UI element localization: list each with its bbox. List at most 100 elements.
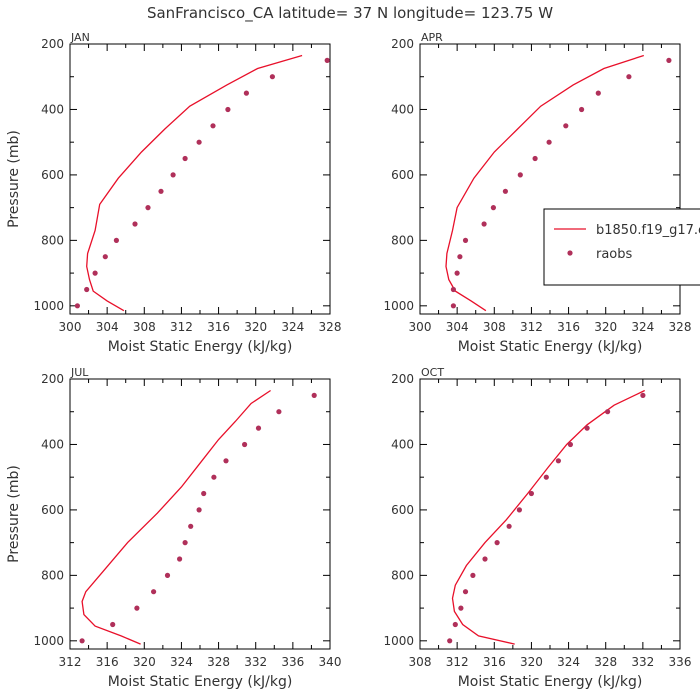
raobs-point [502,188,508,194]
raobs-point [579,106,585,113]
panels: JAN 300 304 308 312 316 320 324 328 200 400 600 800 1… [6,31,700,690]
raobs-point [532,155,538,162]
raobs-point [170,172,176,178]
raobs-point [196,507,202,513]
raobs-point [110,621,116,628]
model-series-line [86,54,303,312]
x-axis-label: Moist Static Energy (kJ/kg) [108,674,293,690]
y-tick-label: 200 [391,37,414,51]
y-tick-label: 200 [41,372,64,386]
y-tick-label: 600 [391,168,414,182]
raobs-point [211,474,217,480]
raobs-point [567,441,574,448]
raobs-point [113,237,119,243]
x-axis-label: Moist Static Energy (kJ/kg) [458,674,643,690]
panel-label: JAN [70,31,90,44]
raobs-point [494,540,500,546]
raobs-point [481,221,487,227]
raobs-point [490,205,496,211]
raobs-point [452,621,458,628]
raobs-point [447,638,453,644]
raobs-point [196,139,202,145]
raobs-point [516,507,523,513]
raobs-point [605,409,611,415]
y-tick-label: 200 [391,372,414,386]
x-tick-label: 332 [631,655,654,669]
x-tick-label: 304 [96,320,119,334]
raobs-point [269,74,275,80]
panel-label: OCT [421,366,444,379]
raobs-point [563,123,569,129]
raobs-point [151,589,157,595]
x-tick-label: 312 [520,320,543,334]
plot-frame [69,378,331,650]
panel-jan: JAN 300 304 308 312 316 320 324 328 200 400 600 800 1… [6,31,341,355]
x-tick-label: 324 [631,320,654,334]
y-tick-label: 600 [41,168,64,182]
y-tick-label: 400 [41,102,64,116]
x-tick-label: 300 [59,320,82,334]
x-tick-label: 328 [319,320,342,334]
raobs-point [276,409,282,415]
raobs-point [158,188,164,194]
panel-jul: JUL 312 316 320 324 328 332 336 340 200 400 600 800 1… [6,366,341,690]
raobs-point [450,303,456,309]
y-tick-label: 800 [41,568,64,582]
y-tick-label: 400 [391,102,414,116]
x-tick-label: 328 [669,320,692,334]
legend-box [543,208,700,286]
x-tick-label: 320 [244,320,267,334]
raobs-point [640,392,646,398]
x-tick-label: 320 [594,320,617,334]
panel-label: APR [421,31,443,44]
panel-apr: APR 300 304 308 312 316 320 324 328 200 400 600 800 1… [383,31,700,355]
legend-entry-model: b1850.f19_g17.c [596,223,700,238]
raobs-point [225,106,231,113]
x-tick-label: 304 [446,320,469,334]
raobs-point [457,254,463,260]
raobs-point [595,90,601,96]
raobs-point [132,221,138,227]
raobs-point [482,556,488,562]
raobs-point [177,556,183,562]
x-tick-label: 332 [244,655,267,669]
raobs-point [74,303,80,309]
raobs-point [543,474,549,480]
raobs-point [182,155,188,162]
y-tick-label: 800 [41,233,64,247]
raobs-point [324,57,330,64]
panel-label: JUL [70,366,89,379]
raobs-point [458,605,464,611]
raobs-point [462,589,469,595]
x-tick-label: 340 [319,655,342,669]
raobs-point [201,490,207,497]
raobs-point [188,523,194,529]
x-tick-label: 320 [133,655,156,669]
x-tick-label: 320 [520,655,543,669]
raobs-point [450,286,456,293]
raobs-point [102,254,108,260]
raobs-point [92,270,98,276]
plot-frame [69,43,331,315]
raobs-point [243,90,249,96]
raobs-point [626,74,632,80]
x-tick-label: 316 [557,320,580,334]
x-tick-label: 308 [133,320,156,334]
raobs-point [84,286,90,293]
raobs-point [223,458,229,464]
raobs-point [528,490,535,497]
y-tick-label: 1000 [33,299,64,313]
figure-title: SanFrancisco_CA latitude= 37 N longitude… [147,4,553,23]
x-tick-label: 312 [446,655,469,669]
raobs-point [210,123,216,129]
x-tick-label: 316 [483,655,506,669]
y-tick-label: 1000 [383,634,414,648]
x-tick-label: 324 [281,320,304,334]
raobs-point [145,205,151,211]
raobs-point [666,57,672,64]
y-tick-label: 400 [391,437,414,451]
y-tick-label: 1000 [383,299,414,313]
x-tick-label: 308 [483,320,506,334]
